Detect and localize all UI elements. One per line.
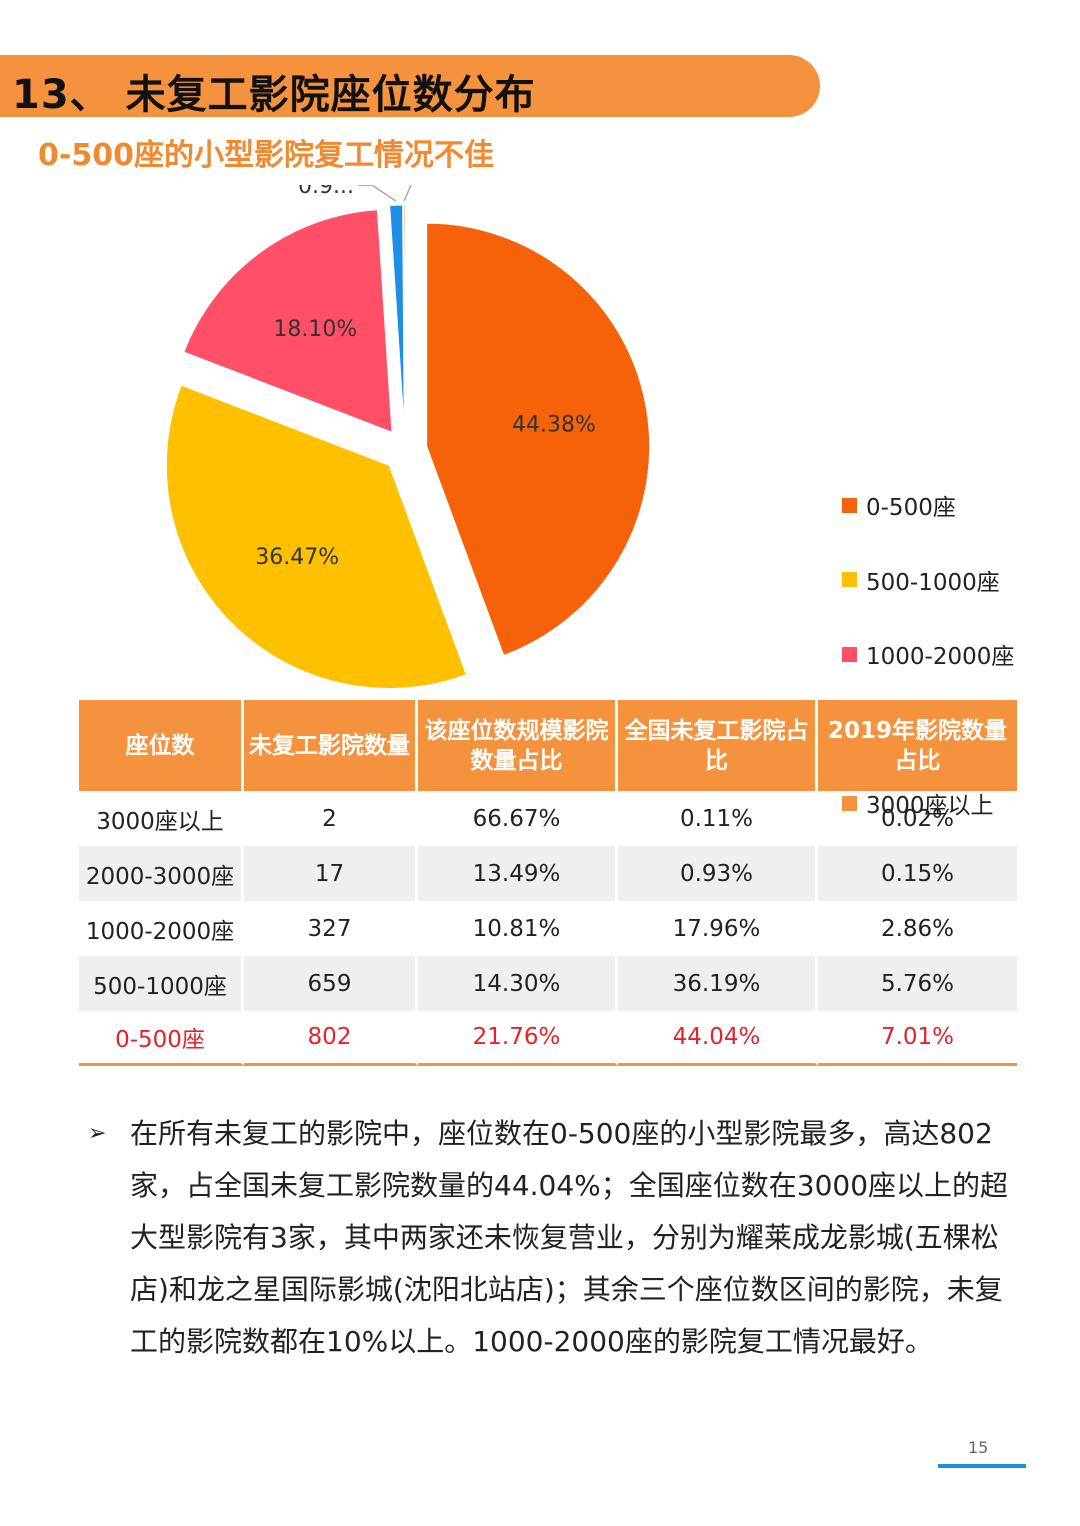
- table-cell: 0.02%: [880, 805, 955, 832]
- pie-slice-500-1000: [165, 384, 468, 689]
- table-cell: 659: [244, 956, 418, 1011]
- legend-swatch: [842, 795, 857, 811]
- table-cell: 0-500座: [79, 1011, 244, 1066]
- table-cell: 17: [244, 846, 418, 901]
- table-cell: 66.67%: [418, 791, 618, 846]
- table-row: 3000座以上 2 66.67% 0.11% 0.02%: [79, 791, 1017, 846]
- pie-slice-3000-plus: [402, 204, 406, 429]
- header-scale-ratio: 该座位数规模影院数量占比: [418, 700, 618, 791]
- table-cell: 10.81%: [418, 901, 618, 956]
- table-cell: 44.04%: [618, 1011, 818, 1066]
- legend-swatch: [842, 646, 857, 662]
- header-closed-count: 未复工影院数量: [244, 700, 418, 791]
- header-2019-ratio: 2019年影院数量占比: [818, 700, 1017, 791]
- legend-label: 3000座以上: [866, 793, 994, 820]
- legend-swatch: [842, 572, 857, 588]
- pie-chart-svg: 44.38% 36.47% 18.10% 0.9... 0.11%: [165, 185, 651, 689]
- legend-item-1000-2000: 1000-2000座: [842, 617, 1014, 692]
- legend-item-500-1000: 500-1000座: [842, 543, 1014, 618]
- legend-label: 500-1000座: [866, 569, 1000, 596]
- table-cell: 5.76%: [818, 956, 1017, 1011]
- table-row: 500-1000座 659 14.30% 36.19% 5.76%: [79, 956, 1017, 1011]
- pie-slice-1000-2000: [183, 209, 393, 434]
- legend-label: 1000-2000座: [866, 644, 1015, 671]
- table-cell: 14.30%: [418, 956, 618, 1011]
- pie-leader-line-2000-3000: [358, 185, 397, 202]
- table-row-highlight: 0-500座 802 21.76% 44.04% 7.01%: [79, 1011, 1017, 1066]
- header-seat-count: 座位数: [79, 700, 244, 791]
- table-cell: 327: [244, 901, 418, 956]
- summary-text: 在所有未复工的影院中，座位数在0-500座的小型影院最多，高达802家，占全国未…: [130, 1117, 1009, 1358]
- table-cell: 1000-2000座: [79, 901, 244, 956]
- table-cell: 13.49%: [418, 846, 618, 901]
- table-cell: 17.96%: [618, 901, 818, 956]
- pie-data-label-1000-2000: 18.10%: [273, 317, 357, 342]
- table-cell: 2000-3000座: [79, 846, 244, 901]
- table-cell: 21.76%: [418, 1011, 618, 1066]
- legend-item-3000-plus: 3000座以上: [842, 766, 1014, 841]
- pie-chart: 44.38% 36.47% 18.10% 0.9... 0.11% 0-500座 500-…: [60, 185, 1020, 819]
- table-cell: 7.01%: [818, 1011, 1017, 1066]
- pie-data-label-500-1000: 36.47%: [255, 545, 339, 570]
- table-cell: 500-1000座: [79, 956, 244, 1011]
- pie-data-label-2000-3000: 0.9...: [298, 185, 354, 199]
- table-row: 2000-3000座 17 13.49% 0.93% 0.15%: [79, 846, 1017, 901]
- header-national-ratio: 全国未复工影院占比: [618, 700, 818, 791]
- summary-paragraph: ➢ 在所有未复工的影院中，座位数在0-500座的小型影院最多，高达802家，占全…: [88, 1108, 1018, 1368]
- table-cell: 36.19%: [618, 956, 818, 1011]
- table-cell: 2: [244, 791, 418, 846]
- table-cell: 3000座以上: [79, 791, 244, 846]
- pie-slice-0-500: [426, 222, 651, 657]
- pie-data-label-0-500: 44.38%: [512, 412, 596, 437]
- arrow-bullet-icon: ➢: [88, 1121, 107, 1146]
- seat-distribution-table: 座位数 未复工影院数量 该座位数规模影院数量占比 全国未复工影院占比 2019年…: [79, 700, 1017, 1066]
- table-cell: 0.93%: [618, 846, 818, 901]
- table-cell: 2.86%: [880, 915, 955, 942]
- page-number: 15: [968, 1438, 989, 1457]
- legend-item-0-500: 0-500座: [842, 468, 1014, 543]
- legend-swatch: [842, 497, 857, 513]
- page-subtitle: 0-500座的小型影院复工情况不佳: [38, 138, 494, 173]
- header-bar: [0, 55, 820, 117]
- pie-leader-line-3000-plus: [403, 185, 412, 202]
- table-cell: 802: [244, 1011, 418, 1066]
- table-cell: 0.11%: [618, 791, 818, 846]
- pie-slice-2000-3000: [389, 204, 405, 429]
- table-row: 1000-2000座 327 10.81% 17.96% 2.86%: [79, 901, 1017, 956]
- page-number-rule: [938, 1464, 1026, 1468]
- pie-data-label-3000-plus: 0.11%: [430, 185, 500, 187]
- legend-label: 0-500座: [866, 495, 956, 522]
- table-cell: 0.15%: [818, 846, 1017, 901]
- page-title: 13、 未复工影院座位数分布: [12, 72, 536, 118]
- table-header-row: 座位数 未复工影院数量 该座位数规模影院数量占比 全国未复工影院占比 2019年…: [79, 700, 1017, 791]
